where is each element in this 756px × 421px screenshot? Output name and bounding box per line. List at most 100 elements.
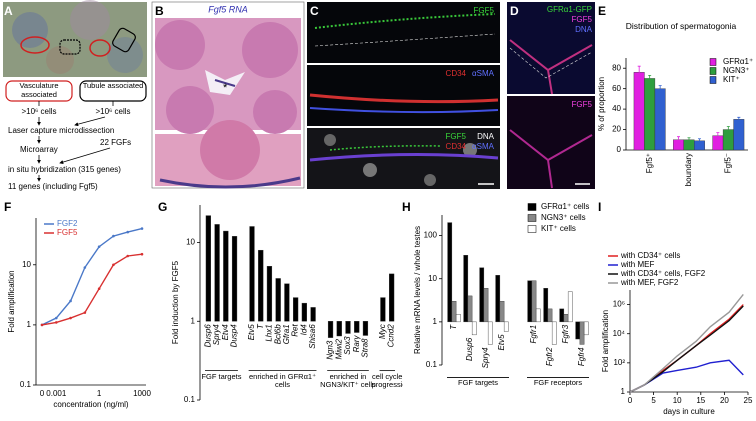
bar — [551, 321, 557, 345]
bar — [547, 308, 553, 323]
x-tick-label: Fgf5⁺ — [645, 153, 654, 173]
bar — [467, 295, 473, 323]
group-label: enriched in GFRα1⁺ cells — [248, 372, 317, 390]
panel-c: FGF5 CD34 αSMA FGF5 DNA CD34 αSMA — [307, 2, 500, 189]
point — [83, 311, 87, 314]
bar — [301, 302, 307, 322]
y-axis-label: % of proportion — [597, 77, 606, 131]
x-tick-label: Miwi2 — [334, 338, 343, 359]
point — [69, 316, 72, 320]
bar — [310, 307, 316, 322]
point — [97, 287, 101, 290]
bar — [527, 280, 533, 323]
legend-label: FGF2 — [57, 219, 78, 228]
panel-label: H — [402, 200, 411, 214]
legend-label: GFRα1⁺ — [723, 57, 753, 66]
series-line — [41, 227, 143, 326]
point — [112, 263, 115, 267]
x-tick-label: Etv4 — [221, 324, 230, 341]
error-bar — [726, 126, 730, 133]
series-line — [629, 359, 744, 393]
x-tick-label: Sox3 — [343, 336, 352, 355]
bar — [354, 321, 360, 333]
bar — [563, 314, 569, 323]
bar — [223, 230, 229, 322]
x-tick-label: 25 — [744, 396, 753, 405]
x-tick-label: 10 — [673, 396, 682, 405]
legend-swatch — [527, 214, 537, 222]
bar — [583, 321, 589, 336]
chart-title: Distribution of spermatogonia — [625, 22, 737, 31]
legend-label: with MEF, FGF2 — [620, 278, 679, 287]
group-label: enriched in NGN3/KIT⁺ cells — [320, 372, 376, 390]
group-label-box: FGF targets — [201, 373, 241, 381]
x-tick-label: Fgf5⁻ — [723, 153, 732, 173]
x-tick-label: Fgfr1 — [529, 325, 538, 344]
y-tick-label: 60 — [612, 84, 621, 93]
bar — [345, 321, 351, 334]
group-label: FGF receptors — [533, 379, 583, 388]
panel-label: B — [155, 4, 164, 18]
panel-label: I — [598, 200, 601, 214]
x-tick-label: Ret — [291, 324, 300, 337]
group-label: cell cycle progression — [371, 372, 403, 390]
x-tick-label: Id4 — [299, 324, 308, 336]
bar — [487, 321, 493, 345]
series-line — [41, 253, 143, 326]
vasculature-box: Vasculature associated — [19, 82, 58, 99]
x-tick-label: Myc — [378, 324, 387, 339]
panel-label: G — [158, 200, 167, 214]
group-label: FGF targets — [457, 379, 498, 388]
bar — [451, 301, 457, 323]
x-tick-label: T — [256, 323, 265, 329]
point — [54, 316, 58, 320]
channel-label: αSMA — [472, 142, 495, 151]
bar — [389, 273, 395, 322]
x-tick-label: Dusp6 — [203, 324, 212, 348]
error-bar — [658, 85, 662, 92]
cell-count: >10⁶ cells — [21, 107, 56, 116]
point — [126, 254, 130, 258]
x-tick-label: 1000 — [133, 389, 151, 398]
legend-label: with MEF — [620, 260, 654, 269]
x-tick-label: Spry4 — [481, 347, 490, 368]
point — [83, 266, 87, 269]
bar — [575, 321, 581, 340]
group-label-box: FGF targets — [457, 379, 498, 388]
legend-label: FGF5 — [57, 228, 78, 237]
y-tick-label: 1 — [191, 316, 196, 325]
y-tick-label: 100 — [424, 231, 438, 240]
legend-label: NGN3⁺ cells — [541, 213, 586, 222]
tubule-label: Tubule associated — [82, 82, 144, 90]
bar — [479, 267, 485, 323]
channel-label: FGF5 — [572, 100, 593, 109]
series-line — [629, 293, 744, 393]
y-tick-label: 10⁴ — [613, 329, 626, 338]
legend-swatch — [709, 76, 717, 84]
x-tick-label: Dusp4 — [230, 324, 239, 348]
bar — [327, 321, 334, 338]
bar — [503, 321, 509, 332]
y-tick-label: 10 — [22, 260, 31, 269]
y-tick-label: 1 — [433, 317, 438, 326]
group-label-box: enriched in NGN3/KIT⁺ cells — [320, 372, 376, 390]
panel-a: Vasculature associated Tubule associated… — [3, 0, 147, 191]
x-tick-label: T — [449, 324, 458, 330]
x-tick-label: Rarγ — [352, 335, 361, 353]
y-axis-label: Relative mRNA levels / whole testes — [413, 226, 422, 354]
bar — [336, 321, 342, 337]
point — [69, 299, 72, 303]
x-tick-label: Ngn3 — [326, 340, 335, 360]
error-bar — [716, 132, 720, 139]
y-tick-label: 0 — [617, 145, 622, 154]
y-tick-label: 10² — [613, 358, 625, 367]
bar — [455, 314, 461, 323]
legend-swatch — [709, 58, 717, 66]
legend-label: with CD34⁺ cells, FGF2 — [620, 269, 706, 278]
bar — [495, 275, 501, 323]
fluorescence-image — [307, 65, 500, 126]
error-bar — [697, 138, 701, 143]
x-tick-label: 15 — [696, 396, 705, 405]
channel-label: DNA — [575, 25, 593, 34]
panel-d: GFRα1-GFP FGF5 DNA FGF5 — [507, 2, 595, 189]
